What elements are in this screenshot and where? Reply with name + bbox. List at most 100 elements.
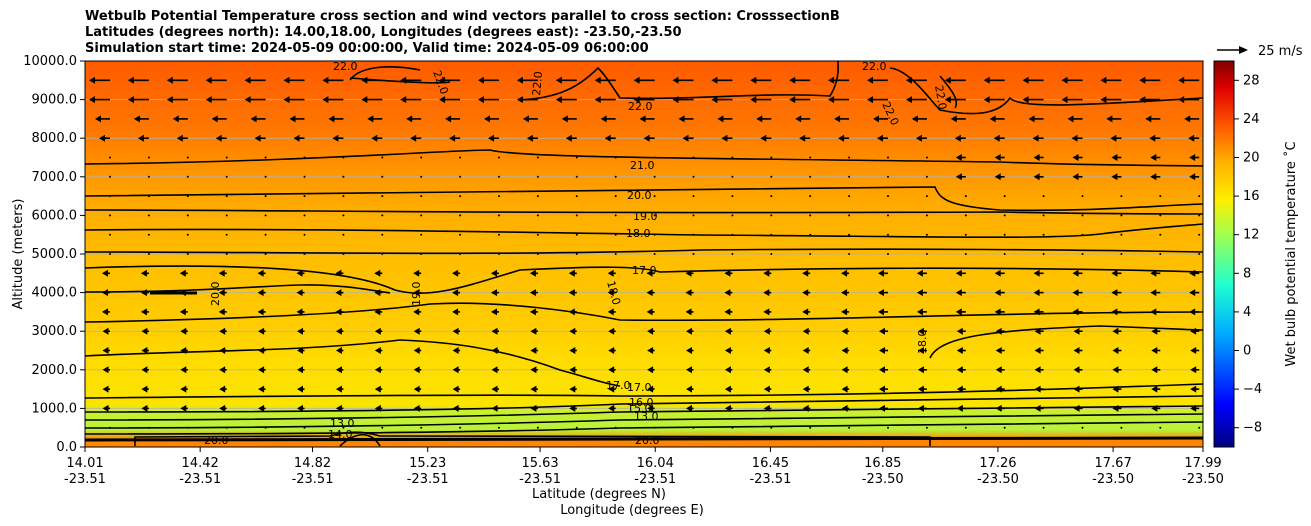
y-tick-label: 2000.0 bbox=[32, 363, 78, 378]
contour-label-22-b: 22.0 bbox=[628, 100, 653, 113]
wind-arrow bbox=[328, 115, 344, 123]
wind-arrow bbox=[303, 195, 306, 198]
wind-arrow bbox=[608, 404, 616, 412]
wind-arrow bbox=[452, 327, 461, 335]
wind-arrow bbox=[1198, 253, 1201, 255]
wind-arrow bbox=[374, 327, 383, 335]
x-axis-label-lat: Latitude (degrees N) bbox=[532, 487, 666, 502]
wind-arrow bbox=[1198, 214, 1201, 217]
wind-arrow bbox=[1022, 76, 1044, 84]
wind-arrow bbox=[828, 76, 850, 84]
wind-arrow bbox=[1073, 385, 1083, 393]
wind-arrow bbox=[915, 134, 927, 142]
wind-arrow bbox=[530, 366, 538, 374]
wind-arrow bbox=[258, 327, 266, 335]
wind-arrow bbox=[569, 347, 577, 354]
wind-arrow bbox=[381, 175, 384, 178]
wind-arrow bbox=[1061, 96, 1083, 104]
wind-arrow bbox=[685, 308, 694, 316]
wind-arrow bbox=[647, 347, 655, 354]
wind-arrow bbox=[420, 253, 423, 255]
wind-arrow bbox=[322, 96, 344, 104]
wind-arrow bbox=[186, 156, 189, 159]
wind-arrow bbox=[841, 366, 850, 374]
wind-arrow bbox=[1190, 404, 1200, 412]
wind-arrow bbox=[283, 96, 305, 104]
wind-arrow bbox=[218, 269, 227, 277]
wind-arrow bbox=[643, 134, 655, 142]
wind-arrow bbox=[770, 214, 773, 217]
colorbar-tick-label: 4 bbox=[1243, 305, 1251, 320]
wind-arrow bbox=[335, 366, 344, 374]
wind-arrow bbox=[954, 134, 966, 142]
wind-arrow bbox=[879, 404, 888, 412]
wind-arrow bbox=[296, 289, 305, 297]
wind-arrow bbox=[1120, 214, 1123, 217]
wind-arrow bbox=[1184, 115, 1200, 123]
wind-arrow bbox=[672, 96, 694, 104]
wind-arrow bbox=[809, 214, 812, 217]
wind-arrow bbox=[1190, 385, 1200, 393]
wind-arrow bbox=[724, 289, 733, 297]
wind-arrow bbox=[608, 385, 616, 393]
wind-arrow bbox=[809, 253, 812, 255]
wind-arrow bbox=[724, 347, 733, 354]
wind-arrow bbox=[374, 289, 383, 297]
wind-arrow bbox=[293, 134, 305, 142]
wind-arrow bbox=[1198, 195, 1201, 198]
wind-arrow bbox=[215, 134, 227, 142]
wind-arrow bbox=[400, 96, 422, 104]
wind-arrow bbox=[413, 289, 422, 297]
wind-arrow bbox=[102, 385, 110, 393]
wind-arrow bbox=[614, 426, 617, 429]
wind-arrow bbox=[413, 385, 422, 393]
wind-arrow bbox=[297, 404, 305, 412]
wind-arrow bbox=[257, 308, 266, 316]
wind-arrow bbox=[983, 96, 1005, 104]
wind-arrow bbox=[176, 134, 188, 142]
wind-arrow bbox=[604, 134, 616, 142]
wind-arrow bbox=[770, 253, 773, 255]
wind-arrow bbox=[639, 115, 655, 123]
wind-arrow bbox=[763, 289, 772, 297]
contour-labels: 22.0 22.0 22.0 21.0 20.0 19.0 18.0 17.0 … bbox=[204, 60, 949, 447]
wind-arrow bbox=[141, 404, 149, 412]
wind-arrow bbox=[186, 426, 189, 429]
x-tick-label-lon: -23.50 bbox=[977, 472, 1019, 487]
wind-arrow bbox=[964, 233, 967, 236]
wind-arrow bbox=[1081, 233, 1084, 236]
wind-arrow bbox=[452, 404, 461, 412]
wind-arrow bbox=[1033, 154, 1044, 161]
wind-arrow bbox=[760, 134, 772, 142]
wind-arrow bbox=[802, 289, 811, 297]
wind-arrow bbox=[166, 76, 188, 84]
wind-arrow bbox=[1112, 366, 1122, 374]
wind-arrow bbox=[1145, 115, 1161, 123]
wind-arrow bbox=[342, 195, 345, 198]
wind-arrow bbox=[575, 426, 578, 429]
wind-arrow bbox=[1111, 269, 1122, 277]
wind-arrow bbox=[420, 214, 423, 217]
wind-arrow bbox=[536, 253, 539, 255]
wind-arrow bbox=[756, 115, 772, 123]
wind-arrow bbox=[219, 385, 227, 393]
contour-label-13-a: 13.0 bbox=[634, 410, 659, 423]
contour-label-14: 14.0 bbox=[328, 428, 353, 441]
contour-lines bbox=[85, 61, 1203, 447]
x-tick-label-lat: 17.99 bbox=[1184, 456, 1221, 471]
wind-arrow bbox=[289, 115, 305, 123]
wind-arrow bbox=[530, 385, 538, 393]
wind-arrow bbox=[1120, 195, 1123, 198]
wind-arrow bbox=[848, 156, 851, 159]
wind-arrow bbox=[568, 308, 577, 316]
wind-arrow bbox=[569, 385, 577, 393]
x-tick-label-lon: -23.50 bbox=[862, 472, 904, 487]
wind-arrow bbox=[1034, 347, 1044, 354]
wind-arrow bbox=[1189, 154, 1200, 161]
wind-arrow bbox=[258, 347, 266, 354]
wind-arrow bbox=[956, 366, 966, 374]
wind-arrow bbox=[459, 214, 462, 217]
wind-arrow bbox=[653, 156, 656, 159]
wind-arrow bbox=[1100, 96, 1122, 104]
wind-arrow bbox=[789, 96, 811, 104]
